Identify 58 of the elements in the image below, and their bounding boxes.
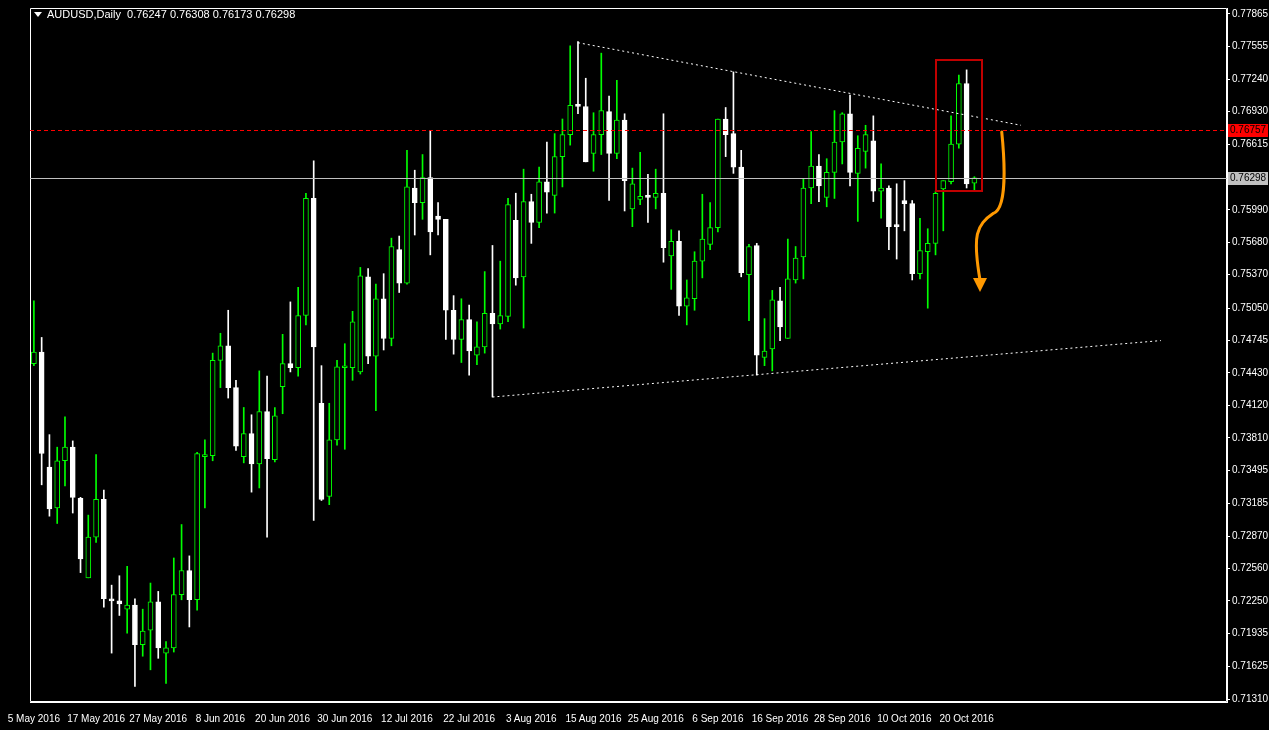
candlestick <box>341 343 348 450</box>
x-tick-label: 3 Aug 2016 <box>506 712 558 724</box>
ref-line-label: 0.76757 <box>1230 124 1267 136</box>
y-tick-label: 0.72250 <box>1232 594 1269 606</box>
x-tick-label: 27 May 2016 <box>129 712 188 724</box>
x-tick-label: 20 Jun 2016 <box>255 712 311 724</box>
candlestick <box>598 52 605 155</box>
x-tick-label: 30 Jun 2016 <box>317 712 373 724</box>
y-tick-label: 0.75680 <box>1232 236 1269 248</box>
candlestick <box>683 279 690 326</box>
candlestick <box>924 228 931 309</box>
y-tick-label: 0.74430 <box>1232 366 1269 378</box>
x-tick-label: 5 May 2016 <box>7 712 61 724</box>
candlestick <box>411 169 418 236</box>
y-tick-label: 0.72560 <box>1232 562 1269 574</box>
candlestick <box>940 180 947 232</box>
x-tick-label: 15 Aug 2016 <box>565 712 623 724</box>
candlestick <box>544 141 550 214</box>
candlestick <box>62 416 68 487</box>
x-tick-label: 28 Sep 2016 <box>813 712 872 724</box>
y-tick-label: 0.73185 <box>1232 496 1269 508</box>
x-tick-label: 22 Jul 2016 <box>443 712 496 724</box>
x-tick-label: 12 Jul 2016 <box>381 712 434 724</box>
candlestick <box>435 202 441 236</box>
y-tick-label: 0.71625 <box>1232 659 1269 671</box>
x-tick-label: 6 Sep 2016 <box>692 712 744 724</box>
y-tick-label: 0.77555 <box>1232 40 1269 52</box>
y-tick-label: 0.73495 <box>1232 464 1269 476</box>
x-tick-label: 16 Sep 2016 <box>751 712 809 724</box>
y-tick-label: 0.75990 <box>1232 203 1269 215</box>
candlestick <box>637 152 643 206</box>
x-tick-label: 20 Oct 2016 <box>939 712 995 724</box>
x-tick-label: 10 Oct 2016 <box>877 712 933 724</box>
y-tick-label: 0.71935 <box>1232 627 1269 639</box>
y-tick-label: 0.76615 <box>1232 138 1269 150</box>
candlestick <box>497 260 504 330</box>
y-tick-label: 0.72870 <box>1232 529 1269 541</box>
candlestick <box>124 566 130 634</box>
y-tick-label: 0.77865 <box>1232 7 1269 19</box>
y-tick-label: 0.71310 <box>1232 692 1269 704</box>
y-tick-label: 0.75370 <box>1232 268 1269 280</box>
y-tick-label: 0.75050 <box>1232 301 1269 313</box>
candlestick <box>31 300 37 366</box>
candlestick <box>474 321 480 365</box>
x-tick-label: 25 Aug 2016 <box>627 712 685 724</box>
y-tick-label: 0.77240 <box>1232 73 1269 85</box>
y-tick-label: 0.74745 <box>1232 333 1269 345</box>
x-tick-label: 17 May 2016 <box>67 712 126 724</box>
candlestick <box>652 168 659 210</box>
x-tick-label: 8 Jun 2016 <box>195 712 246 724</box>
ref-line-label: 0.76298 <box>1230 172 1267 184</box>
candlestick <box>202 439 208 509</box>
y-tick-label: 0.73810 <box>1232 431 1269 443</box>
candlestick <box>668 229 675 290</box>
y-tick-label: 0.74120 <box>1232 399 1269 411</box>
y-tick-label: 0.76930 <box>1232 105 1269 117</box>
candlestick <box>645 174 651 223</box>
chart-title: AUDUSD,Daily 0.76247 0.76308 0.76173 0.76298 <box>47 8 296 20</box>
